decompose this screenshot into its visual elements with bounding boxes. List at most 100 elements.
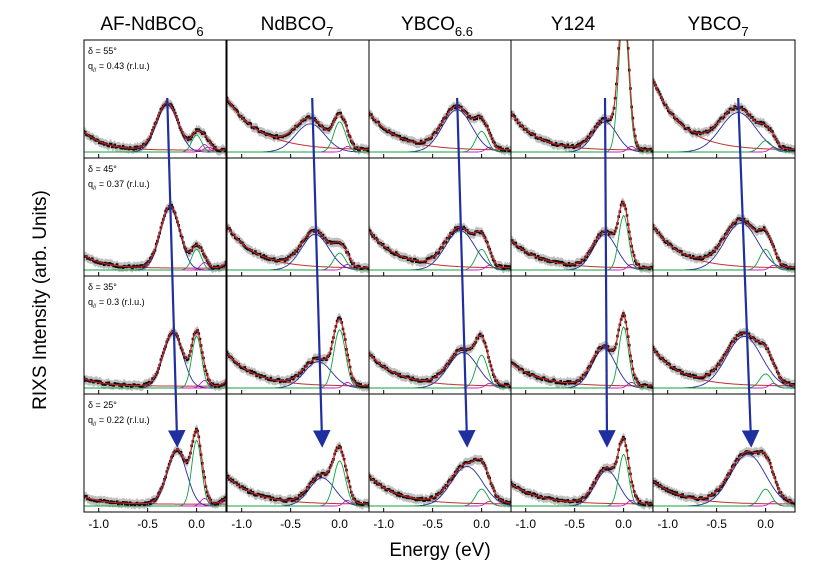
elastic-curve xyxy=(511,214,653,271)
panel-c3-r4 xyxy=(368,393,512,513)
panel-c4-r4 xyxy=(510,393,654,513)
row-q-label: q// = 0.43 (r.l.u.) xyxy=(88,61,150,74)
column-title-2: NdBCO7 xyxy=(261,14,334,39)
panel-c2-r2 xyxy=(226,157,370,277)
elastic-curve xyxy=(369,488,511,507)
x-tick-label: -1.0 xyxy=(231,517,252,531)
elastic-curve xyxy=(653,248,795,271)
x-tick-label: -1.0 xyxy=(657,517,678,531)
x-tick-label: -1.0 xyxy=(373,517,394,531)
column-title-5: YBCO7 xyxy=(687,14,748,39)
panel-grid: δ = 55° q// = 0.43 (r.l.u.) δ = 45° q// = 0… xyxy=(83,39,796,513)
dispersion-arrow xyxy=(166,97,186,448)
fit-curve xyxy=(369,226,511,269)
panel-c4-r2 xyxy=(510,157,654,277)
panel-c5-r2 xyxy=(652,157,796,277)
panel-c1-r2: δ = 45° q// = 0.37 (r.l.u.) xyxy=(83,157,227,277)
elastic-curve xyxy=(227,329,369,389)
row-delta-label: δ = 35° xyxy=(88,282,117,292)
elastic-curve xyxy=(653,488,795,507)
panel-frame xyxy=(226,157,370,277)
column-title-3: YBCO6.6 xyxy=(401,14,473,39)
fit-curve xyxy=(653,218,795,269)
x-tick-label: -0.5 xyxy=(280,517,301,531)
fit-curve xyxy=(511,437,653,505)
fit-curve xyxy=(511,201,653,269)
fit-curve xyxy=(653,450,795,504)
panel-c5-r3 xyxy=(652,275,796,395)
error-band xyxy=(653,446,795,509)
error-band xyxy=(369,454,511,508)
fit-curve xyxy=(653,79,795,151)
fit-curve xyxy=(369,458,511,504)
fit-curve xyxy=(227,225,369,269)
elastic-curve xyxy=(653,373,795,389)
column-titles: AF-NdBCO6 NdBCO7 YBCO6.6 Y124 YBCO7 xyxy=(100,14,748,39)
x-tick-label: -0.5 xyxy=(422,517,443,531)
elastic-curve xyxy=(511,40,653,153)
row-q-label: q// = 0.3 (r.l.u.) xyxy=(88,297,145,310)
data-points xyxy=(227,444,369,507)
panel-c1-r3: δ = 35° q// = 0.3 (r.l.u.) xyxy=(83,275,227,395)
panel-c2-r3 xyxy=(226,275,370,395)
elastic-curve xyxy=(84,134,226,153)
elastic-curve xyxy=(227,121,369,153)
x-tick-label: -0.5 xyxy=(706,517,727,531)
fit-curve xyxy=(511,313,653,387)
x-axis-ticks: -1.0 -0.5 0.0 -1.0 -0.5 0.0 -1.0 -0.5 0.0 -1.0 -0.… xyxy=(88,517,774,531)
row-delta-label: δ = 55° xyxy=(88,46,117,56)
panel-c2-r1 xyxy=(226,39,370,159)
panel-c2-r4 xyxy=(226,393,370,513)
panel-c1-r1: δ = 55° q// = 0.43 (r.l.u.) xyxy=(83,39,227,159)
panel-c1-r4: δ = 25° q// = 0.22 (r.l.u.) xyxy=(83,393,227,513)
panel-c5-r1 xyxy=(652,39,796,159)
elastic-curve xyxy=(227,252,369,271)
elastic-curve xyxy=(369,130,511,153)
error-band xyxy=(84,200,226,274)
fit-curve xyxy=(227,318,369,387)
row-q-label: q// = 0.22 (r.l.u.) xyxy=(88,415,150,428)
panel-c3-r1 xyxy=(368,39,512,159)
error-band xyxy=(84,424,226,510)
panel-c3-r3 xyxy=(368,275,512,395)
row-delta-label: δ = 45° xyxy=(88,164,117,174)
dispersion-arrow xyxy=(456,97,476,448)
x-tick-label: 0.0 xyxy=(615,517,632,531)
elastic-curve xyxy=(369,248,511,271)
elastic-curve xyxy=(227,460,369,507)
row-delta-label: δ = 25° xyxy=(88,400,117,410)
elastic-curve xyxy=(511,453,653,507)
x-tick-label: -0.5 xyxy=(137,517,158,531)
x-tick-label: 0.0 xyxy=(473,517,490,531)
fit-curve xyxy=(84,205,226,269)
x-tick-label: 0.0 xyxy=(331,517,348,531)
x-axis-label: Energy (eV) xyxy=(389,540,490,561)
panel-c5-r4 xyxy=(652,393,796,513)
row-q-label: q// = 0.37 (r.l.u.) xyxy=(88,179,150,192)
fit-curve xyxy=(84,102,226,151)
column-title-4: Y124 xyxy=(551,14,596,35)
fit-curve xyxy=(227,98,369,150)
panel-frame xyxy=(652,393,796,513)
elastic-curve xyxy=(369,354,511,389)
dispersion-arrow xyxy=(737,97,760,448)
fit-curve xyxy=(369,334,511,387)
fit-curve xyxy=(84,429,226,505)
dispersion-arrow xyxy=(598,97,616,448)
x-tick-label: -1.0 xyxy=(88,517,109,531)
elastic-curve xyxy=(84,335,226,389)
x-tick-label: 0.0 xyxy=(188,517,205,531)
fit-curve xyxy=(511,40,653,151)
panel-frame xyxy=(652,275,796,395)
panel-frame xyxy=(368,39,512,159)
x-tick-label: -1.0 xyxy=(515,517,536,531)
panel-frame xyxy=(368,157,512,277)
fit-curve xyxy=(227,446,369,505)
dispersion-arrows xyxy=(166,97,760,448)
elastic-curve xyxy=(653,140,795,153)
data-points xyxy=(227,316,369,389)
fit-curve xyxy=(653,332,795,386)
error-band xyxy=(227,313,369,392)
column-title-1: AF-NdBCO6 xyxy=(100,14,203,39)
